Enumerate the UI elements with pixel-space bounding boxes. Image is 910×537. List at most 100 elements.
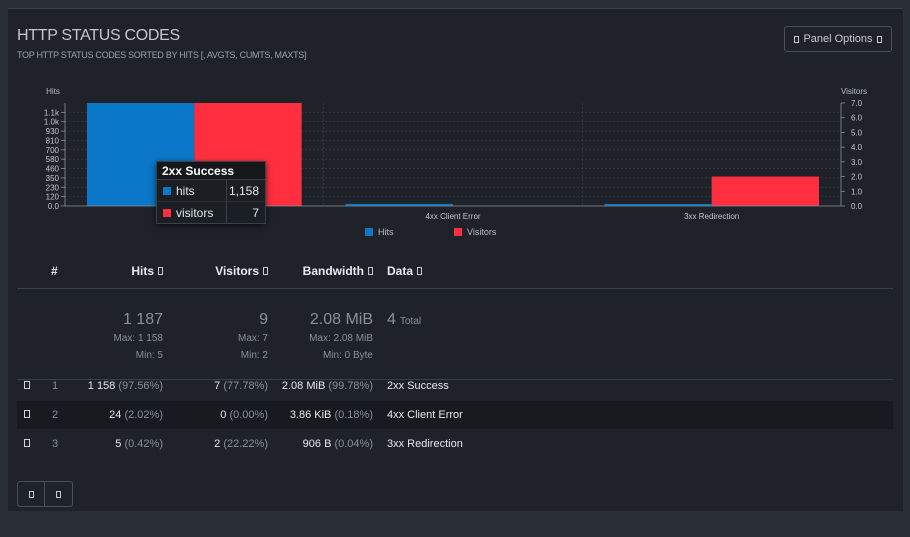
panel-title: HTTP STATUS CODES (17, 27, 180, 44)
tooltip-row-hits: hits 1,158 (157, 180, 265, 201)
table-header: # Hits Visitors Bandwidth Data (17, 260, 893, 289)
y-right-tick-label: 4.0 (851, 143, 863, 152)
row-hits-value: 5 (115, 438, 122, 450)
row-visitors-pct: (77.78%) (223, 380, 268, 392)
legend-visitors-label: Visitors (467, 227, 497, 237)
row-visitors-pct: (22.22%) (223, 438, 268, 450)
header-data[interactable]: Data (387, 264, 423, 278)
table-row[interactable]: 1 1 158 (97.56%) 7 (77.78%) 2.08 MiB (99… (17, 372, 893, 400)
header-data-label: Data (387, 264, 414, 278)
row-visitors-value: 7 (214, 380, 221, 392)
row-bandwidth-value: 2.08 MiB (281, 380, 326, 392)
y-right-tick-label: 7.0 (851, 99, 863, 108)
tooltip-visitors-label: visitors (176, 202, 227, 223)
row-data: 3xx Redirection (387, 438, 463, 450)
tooltip-row-visitors: visitors 7 (157, 201, 265, 223)
next-icon (56, 490, 61, 498)
y-right-label: Visitors (841, 87, 867, 96)
table-row[interactable]: 3 5 (0.42%) 2 (22.22%) 906 B (0.04%) 3xx… (17, 430, 893, 458)
y-left-tick-label: 350 (46, 174, 60, 183)
sort-icon (263, 267, 268, 275)
row-num: 1 (52, 380, 59, 392)
row-visitors: 2 (22.22%) (214, 438, 268, 450)
header-visitors-label: Visitors (215, 264, 259, 278)
tooltip-title: 2xx Success (157, 162, 265, 180)
x-tick-label: 3xx Redirection (684, 212, 739, 221)
y-right-tick-label: 2.0 (851, 173, 863, 182)
tooltip-hits-label: hits (176, 180, 227, 201)
row-bandwidth-pct: (0.18%) (334, 409, 373, 421)
row-num: 2 (52, 409, 59, 421)
row-bandwidth-pct: (99.78%) (328, 380, 373, 392)
legend-hits-swatch (365, 228, 373, 236)
hits-swatch (163, 186, 171, 195)
header-visitors[interactable]: Visitors (215, 264, 268, 278)
y-right-tick-label: 5.0 (851, 128, 863, 137)
legend-visitors-swatch (454, 228, 462, 236)
row-expand-icon[interactable] (24, 439, 30, 447)
row-bandwidth-value: 3.86 KiB (289, 409, 332, 421)
row-hits: 24 (2.02%) (109, 409, 163, 421)
y-right-tick-label: 1.0 (851, 187, 863, 196)
row-bandwidth: 3.86 KiB (0.18%) (290, 409, 373, 421)
status-chart: 0.01202303504605807008109301.0k1.1k0.01.… (44, 87, 867, 221)
row-expand-icon[interactable] (24, 381, 30, 389)
row-visitors: 7 (77.78%) (214, 380, 268, 392)
panel-options-label: Panel Options (803, 33, 873, 45)
summary-bandwidth-min: Min: 0 Byte (322, 350, 373, 361)
sort-icon (417, 267, 423, 275)
row-hits-value: 1 158 (87, 380, 116, 392)
prev-icon (28, 490, 34, 498)
header-num: # (51, 264, 58, 278)
y-right-tick-label: 0.0 (851, 202, 863, 211)
http-status-panel: HTTP STATUS CODES TOP HTTP STATUS CODES … (8, 8, 903, 511)
row-visitors: 0 (0.00%) (220, 409, 268, 421)
y-left-tick-label: 230 (46, 183, 60, 192)
summary-bandwidth-max: Max: 2.08 MiB (309, 333, 373, 344)
row-visitors-value: 2 (214, 438, 221, 450)
summary-data-count: 4 (387, 311, 396, 328)
legend-hits[interactable]: Hits (365, 227, 394, 237)
y-left-tick-label: 810 (46, 136, 60, 145)
caret-icon (876, 35, 882, 43)
legend-visitors[interactable]: Visitors (454, 227, 496, 237)
summary-visitors-min: Min: 2 (240, 350, 268, 361)
next-page-button[interactable] (45, 481, 73, 507)
y-left-tick-label: 0.0 (48, 202, 60, 211)
summary-hits-max: Max: 1 158 (113, 333, 163, 344)
bar-visitors (711, 176, 819, 206)
tooltip-visitors-value: 7 (252, 205, 259, 220)
row-data: 2xx Success (387, 380, 449, 392)
table-row[interactable]: 2 24 (2.02%) 0 (0.00%) 3.86 KiB (0.18%) … (17, 401, 893, 429)
row-bandwidth-pct: (0.04%) (334, 438, 373, 450)
y-left-label: Hits (46, 87, 60, 96)
y-right-tick-label: 3.0 (851, 158, 863, 167)
row-hits-pct: (97.56%) (118, 380, 163, 392)
header-bandwidth[interactable]: Bandwidth (303, 264, 373, 278)
header-hits[interactable]: Hits (131, 264, 163, 278)
row-bandwidth: 2.08 MiB (99.78%) (282, 380, 373, 392)
prev-page-button[interactable] (17, 481, 45, 507)
summary-data-label: Total (400, 316, 422, 327)
panel-options-icon (794, 35, 800, 43)
y-left-tick-label: 930 (46, 127, 60, 136)
summary-row: 1 187 Max: 1 158 Min: 5 9 Max: 7 Min: 2 … (17, 289, 893, 380)
panel-options-button[interactable]: Panel Options (784, 26, 892, 52)
row-hits-pct: (0.42%) (124, 438, 163, 450)
y-right-tick-label: 6.0 (851, 114, 863, 123)
row-bandwidth: 906 B (0.04%) (303, 438, 373, 450)
row-num: 3 (52, 438, 59, 450)
row-hits: 5 (0.42%) (115, 438, 163, 450)
y-left-tick-label: 460 (46, 165, 60, 174)
bar-hits (604, 204, 712, 206)
header-hits-label: Hits (131, 264, 154, 278)
row-hits: 1 158 (97.56%) (88, 380, 163, 392)
summary-hits-min: Min: 5 (135, 350, 163, 361)
tooltip-hits-value: 1,158 (228, 183, 259, 198)
chart-tooltip: 2xx Success hits 1,158 visitors 7 (156, 161, 266, 224)
y-left-tick-label: 120 (46, 193, 60, 202)
sort-icon (158, 267, 163, 275)
summary-visitors-max: Max: 7 (237, 333, 268, 344)
y-left-tick-label: 1.1k (44, 108, 60, 117)
row-expand-icon[interactable] (24, 410, 30, 418)
